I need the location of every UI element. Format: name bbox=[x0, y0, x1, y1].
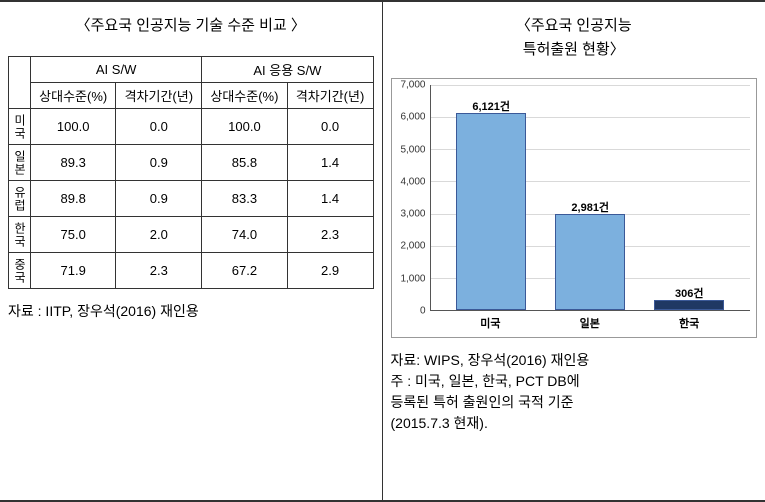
table-row: 일본89.30.985.81.4 bbox=[9, 145, 374, 181]
cell-ai_sw_level: 71.9 bbox=[31, 253, 116, 289]
right-title-line1: 〈주요국 인공지능 bbox=[516, 17, 632, 34]
left-title: 〈주요국 인공지능 기술 수준 비교 〉 bbox=[8, 6, 374, 46]
table-row: 유럽89.80.983.31.4 bbox=[9, 181, 374, 217]
y-tick: 6,000 bbox=[400, 112, 425, 123]
right-title-line2: 특허출원 현황〉 bbox=[523, 41, 625, 58]
bar-value-label: 2,981건 bbox=[556, 199, 624, 215]
source-line2: 주 : 미국, 일본, 한국, PCT DB에 bbox=[391, 373, 580, 389]
cell-ai_sw_level: 89.8 bbox=[31, 181, 116, 217]
source-line1: 자료: WIPS, 장우석(2016) 재인용 bbox=[391, 352, 590, 368]
cell-ai_sw_gap: 0.0 bbox=[116, 109, 202, 145]
bar: 306건 bbox=[654, 300, 724, 310]
comparison-table: AI S/W AI 응용 S/W 상대수준(%) 격차기간(년) 상대수준(%)… bbox=[8, 56, 374, 289]
left-panel: 〈주요국 인공지능 기술 수준 비교 〉 AI S/W AI 응용 S/W 상대… bbox=[0, 2, 383, 500]
header-gap-2: 격차기간(년) bbox=[287, 83, 373, 109]
cell-ai_app_gap: 1.4 bbox=[287, 181, 373, 217]
patent-chart: 0 1,000 2,000 3,000 4,000 5,000 6,000 7,000 6,1… bbox=[391, 78, 758, 338]
table-row: 중국71.92.367.22.9 bbox=[9, 253, 374, 289]
bar: 2,981건 bbox=[555, 214, 625, 310]
header-level-1: 상대수준(%) bbox=[31, 83, 116, 109]
cell-ai_sw_gap: 0.9 bbox=[116, 181, 202, 217]
cell-ai_app_level: 67.2 bbox=[202, 253, 287, 289]
x-label: 한국 bbox=[654, 315, 725, 331]
cell-ai_sw_level: 89.3 bbox=[31, 145, 116, 181]
header-row-1: AI S/W AI 응용 S/W bbox=[9, 57, 374, 83]
y-tick: 2,000 bbox=[400, 241, 425, 252]
gridline bbox=[431, 85, 751, 86]
y-tick: 4,000 bbox=[400, 176, 425, 187]
source-line4: (2015.7.3 현재). bbox=[391, 415, 488, 431]
y-tick: 1,000 bbox=[400, 273, 425, 284]
document-root: 〈주요국 인공지능 기술 수준 비교 〉 AI S/W AI 응용 S/W 상대… bbox=[0, 0, 765, 502]
table-row: 미국100.00.0100.00.0 bbox=[9, 109, 374, 145]
chart-plot: 6,121건 2,981건 306건 bbox=[430, 85, 751, 311]
y-axis: 01,0002,0003,0004,0005,0006,0007,000 bbox=[394, 85, 428, 311]
cell-ai_sw_level: 75.0 bbox=[31, 217, 116, 253]
cell-ai_app_gap: 2.3 bbox=[287, 217, 373, 253]
header-ai-app-sw: AI 응용 S/W bbox=[202, 57, 373, 83]
cell-ai_app_level: 85.8 bbox=[202, 145, 287, 181]
cell-ai_app_level: 74.0 bbox=[202, 217, 287, 253]
table-row: 한국75.02.074.02.3 bbox=[9, 217, 374, 253]
country-label: 일본 bbox=[9, 145, 31, 181]
bar-value-label: 306건 bbox=[655, 285, 723, 301]
corner-cell bbox=[9, 57, 31, 109]
country-label: 미국 bbox=[9, 109, 31, 145]
header-gap-1: 격차기간(년) bbox=[116, 83, 202, 109]
header-ai-sw: AI S/W bbox=[31, 57, 202, 83]
right-source: 자료: WIPS, 장우석(2016) 재인용 주 : 미국, 일본, 한국, … bbox=[391, 350, 758, 434]
cell-ai_app_gap: 1.4 bbox=[287, 145, 373, 181]
right-panel: 〈주요국 인공지능 특허출원 현황〉 0 1,000 2,000 3,000 4,000… bbox=[383, 2, 765, 500]
cell-ai_app_level: 83.3 bbox=[202, 181, 287, 217]
y-tick: 3,000 bbox=[400, 209, 425, 220]
header-row-2: 상대수준(%) 격차기간(년) 상대수준(%) 격차기간(년) bbox=[9, 83, 374, 109]
x-label: 일본 bbox=[554, 315, 625, 331]
cell-ai_sw_gap: 2.0 bbox=[116, 217, 202, 253]
y-tick: 0 bbox=[420, 306, 426, 317]
country-label: 중국 bbox=[9, 253, 31, 289]
bar-value-label: 6,121건 bbox=[457, 98, 525, 114]
x-axis-labels: 미국 일본 한국 bbox=[430, 315, 751, 333]
source-line3: 등록된 특허 출원인의 국적 기준 bbox=[391, 394, 574, 410]
bar: 6,121건 bbox=[456, 113, 526, 310]
table-body: 미국100.00.0100.00.0일본89.30.985.81.4유럽89.8… bbox=[9, 109, 374, 289]
y-tick: 5,000 bbox=[400, 144, 425, 155]
x-label: 미국 bbox=[455, 315, 526, 331]
left-source: 자료 : IITP, 장우석(2016) 재인용 bbox=[8, 301, 374, 322]
cell-ai_app_gap: 0.0 bbox=[287, 109, 373, 145]
right-title: 〈주요국 인공지능 특허출원 현황〉 bbox=[391, 6, 758, 70]
cell-ai_sw_gap: 0.9 bbox=[116, 145, 202, 181]
country-label: 유럽 bbox=[9, 181, 31, 217]
header-level-2: 상대수준(%) bbox=[202, 83, 287, 109]
cell-ai_app_level: 100.0 bbox=[202, 109, 287, 145]
cell-ai_sw_gap: 2.3 bbox=[116, 253, 202, 289]
cell-ai_app_gap: 2.9 bbox=[287, 253, 373, 289]
cell-ai_sw_level: 100.0 bbox=[31, 109, 116, 145]
table-head: AI S/W AI 응용 S/W 상대수준(%) 격차기간(년) 상대수준(%)… bbox=[9, 57, 374, 109]
country-label: 한국 bbox=[9, 217, 31, 253]
y-tick: 7,000 bbox=[400, 80, 425, 91]
